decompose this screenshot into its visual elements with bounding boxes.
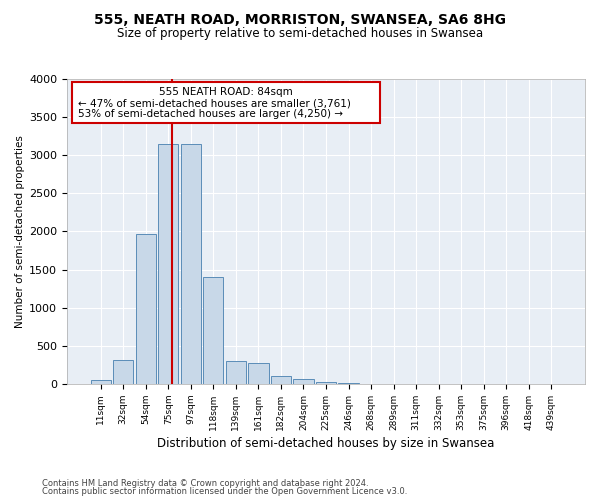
- Text: Contains public sector information licensed under the Open Government Licence v3: Contains public sector information licen…: [42, 488, 407, 496]
- Text: 53% of semi-detached houses are larger (4,250) →: 53% of semi-detached houses are larger (…: [79, 110, 343, 120]
- Text: 555 NEATH ROAD: 84sqm: 555 NEATH ROAD: 84sqm: [160, 86, 293, 97]
- Bar: [271, 376, 291, 384]
- Bar: [203, 277, 223, 384]
- Bar: [338, 383, 359, 384]
- Bar: [316, 382, 336, 384]
- Y-axis label: Number of semi-detached properties: Number of semi-detached properties: [15, 135, 25, 328]
- Bar: [91, 380, 111, 384]
- Bar: [293, 378, 314, 384]
- Bar: [113, 360, 133, 384]
- Text: Contains HM Land Registry data © Crown copyright and database right 2024.: Contains HM Land Registry data © Crown c…: [42, 478, 368, 488]
- FancyBboxPatch shape: [72, 82, 380, 123]
- Text: ← 47% of semi-detached houses are smaller (3,761): ← 47% of semi-detached houses are smalle…: [79, 99, 351, 109]
- Bar: [136, 234, 156, 384]
- X-axis label: Distribution of semi-detached houses by size in Swansea: Distribution of semi-detached houses by …: [157, 437, 494, 450]
- Bar: [248, 362, 269, 384]
- Bar: [226, 361, 246, 384]
- Text: Size of property relative to semi-detached houses in Swansea: Size of property relative to semi-detach…: [117, 28, 483, 40]
- Bar: [181, 144, 201, 384]
- Text: 555, NEATH ROAD, MORRISTON, SWANSEA, SA6 8HG: 555, NEATH ROAD, MORRISTON, SWANSEA, SA6…: [94, 12, 506, 26]
- Bar: [158, 144, 178, 384]
